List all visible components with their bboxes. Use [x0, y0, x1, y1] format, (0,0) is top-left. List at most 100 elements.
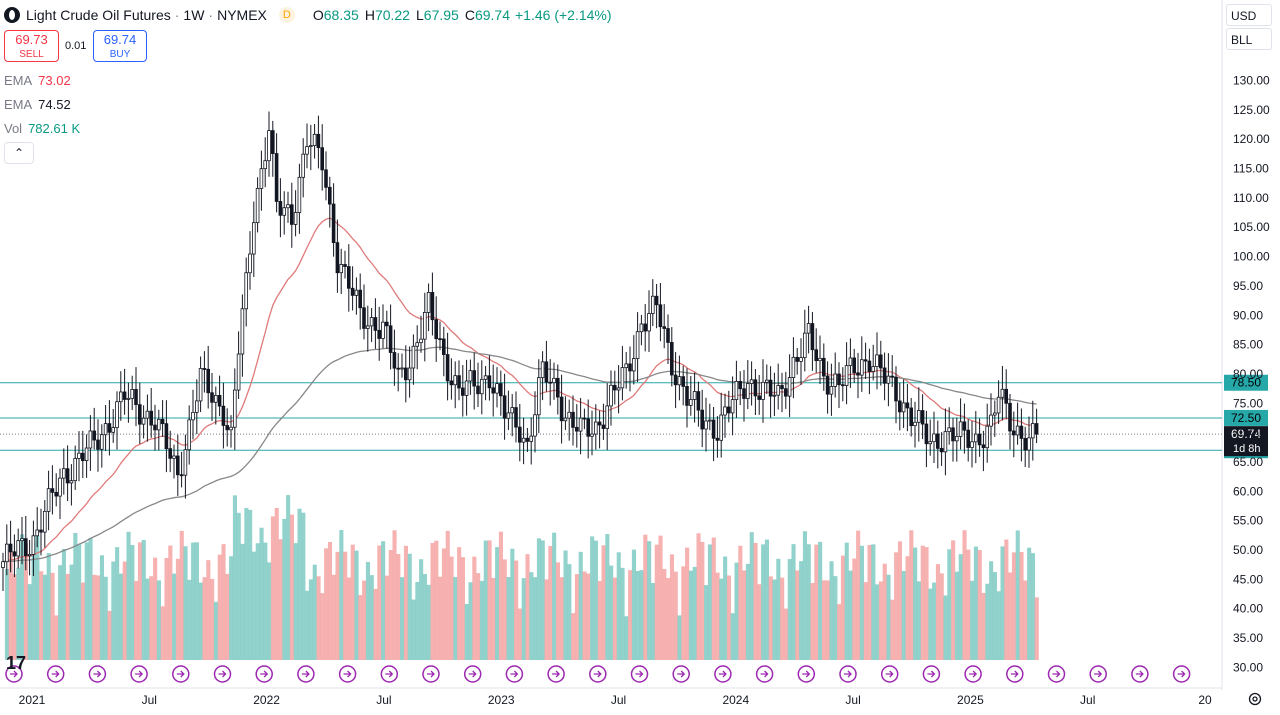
- candle-body: [62, 468, 66, 479]
- candle-body: [183, 449, 188, 476]
- price-tick-label: 50.00: [1233, 543, 1263, 557]
- candle-body: [860, 359, 864, 376]
- candle-body: [905, 402, 910, 409]
- volume-bar: [407, 553, 412, 660]
- currency-button[interactable]: USD: [1226, 4, 1272, 26]
- candle-body: [609, 384, 613, 407]
- volume-bar: [745, 563, 750, 660]
- candle-body: [248, 253, 252, 274]
- volume-bar: [422, 574, 427, 660]
- volume-bar: [39, 571, 44, 660]
- volume-bar: [909, 530, 914, 660]
- candle-body: [590, 433, 594, 437]
- event-arrow-icon: [51, 670, 60, 678]
- candle-body: [16, 540, 20, 557]
- candle-body: [533, 414, 537, 437]
- event-arrow-icon: [468, 670, 477, 678]
- volume-bar: [130, 544, 135, 660]
- price-tick-label: 40.00: [1233, 602, 1263, 616]
- volume-bar: [897, 541, 902, 660]
- time-tick-label: 2022: [253, 693, 280, 707]
- volume-bar: [559, 577, 564, 660]
- volume-bar: [833, 576, 838, 660]
- candle-body: [381, 321, 385, 339]
- low-label: L: [415, 7, 424, 23]
- candle-body: [96, 439, 100, 450]
- collapse-legend-button[interactable]: ⌃: [4, 142, 34, 164]
- candle-body: [134, 389, 138, 406]
- volume-bar: [662, 569, 667, 660]
- volume-bar: [137, 542, 142, 660]
- candle-body: [563, 417, 568, 422]
- volume-bar: [791, 544, 796, 660]
- candle-body: [867, 360, 872, 372]
- price-tick-label: 105.00: [1233, 220, 1270, 234]
- candle-body: [742, 388, 746, 399]
- candle-body: [955, 436, 959, 442]
- candle-body: [244, 272, 249, 310]
- interval-label[interactable]: 1W: [183, 7, 205, 23]
- candle-body: [122, 391, 127, 400]
- volume-bar: [1011, 552, 1016, 660]
- candle-body: [419, 338, 423, 344]
- volume-bar: [362, 580, 367, 660]
- candle-body: [639, 323, 644, 333]
- candle-body: [468, 370, 473, 382]
- volume-bar: [301, 512, 306, 660]
- volume-bar: [396, 554, 401, 660]
- candle-body: [757, 395, 761, 400]
- volume-bar: [468, 582, 473, 660]
- volume-bar: [206, 560, 211, 660]
- candle-body: [730, 399, 735, 414]
- volume-bar: [726, 575, 731, 660]
- volume-bar: [23, 543, 28, 660]
- volume-legend[interactable]: Vol 782.61 K: [4, 121, 80, 136]
- candle-body: [20, 538, 24, 542]
- event-arrow-icon: [427, 670, 435, 678]
- volume-bar: [787, 559, 792, 660]
- buy-button[interactable]: 69.74 BUY: [93, 30, 147, 62]
- candle-body: [981, 444, 986, 449]
- volume-bar: [612, 577, 617, 660]
- volume-bar: [305, 590, 310, 660]
- candle-body: [5, 543, 9, 563]
- candle-body: [620, 367, 625, 389]
- candle-body: [103, 423, 108, 436]
- candle-body: [677, 376, 682, 386]
- candle-body: [556, 377, 560, 398]
- volume-bar: [677, 615, 682, 660]
- candle-body: [814, 349, 818, 362]
- volume-bar: [343, 551, 348, 660]
- volume-bar: [1000, 546, 1005, 660]
- volume-bar: [449, 556, 454, 660]
- sell-button[interactable]: 69.73 SELL: [4, 30, 59, 62]
- volume-bar: [42, 574, 47, 660]
- scale-mode-button[interactable]: BLL: [1226, 28, 1272, 50]
- volume-bar: [601, 545, 606, 660]
- volume-bar: [966, 549, 971, 660]
- candle-body: [168, 448, 173, 459]
- candle-body: [1008, 402, 1012, 432]
- volume-bar: [658, 535, 663, 660]
- volume-bar: [867, 545, 872, 660]
- volume-bar: [840, 555, 845, 660]
- price-tick-label: 30.00: [1233, 660, 1263, 674]
- volume-bar: [267, 562, 272, 660]
- volume-bar: [191, 542, 196, 660]
- volume-bar: [297, 508, 302, 660]
- volume-bar: [578, 551, 583, 660]
- symbol-title[interactable]: Light Crude Oil Futures: [26, 7, 171, 23]
- event-arrow-icon: [677, 670, 686, 678]
- candlesticks: [1, 111, 1039, 592]
- volume-bar: [457, 547, 462, 660]
- candle-body: [635, 331, 640, 359]
- ema-slow-legend[interactable]: EMA 74.52: [4, 97, 71, 112]
- candle-body: [738, 380, 742, 390]
- settings-gear-icon[interactable]: [1248, 692, 1262, 706]
- volume-bar: [259, 527, 264, 660]
- candle-body: [506, 412, 511, 419]
- ema-fast-legend[interactable]: EMA 73.02: [4, 73, 71, 88]
- ema-fast-value: 73.02: [38, 73, 71, 88]
- volume-bar: [54, 615, 59, 660]
